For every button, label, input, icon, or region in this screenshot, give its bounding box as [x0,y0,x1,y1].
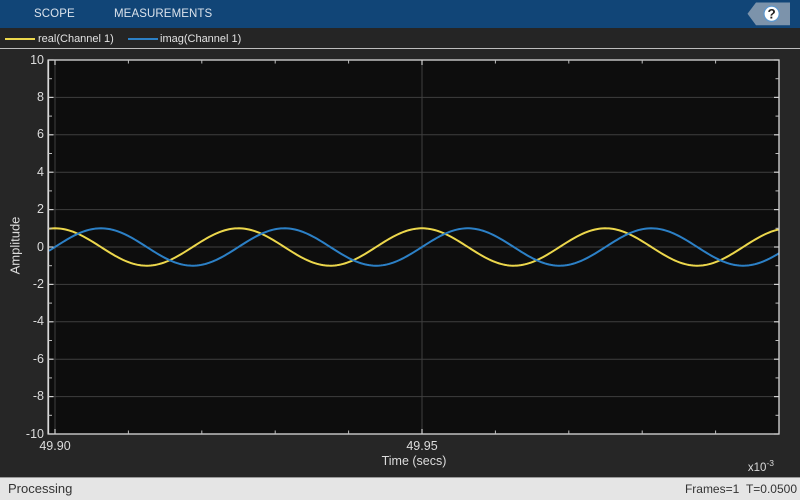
svg-text:?: ? [767,7,775,22]
